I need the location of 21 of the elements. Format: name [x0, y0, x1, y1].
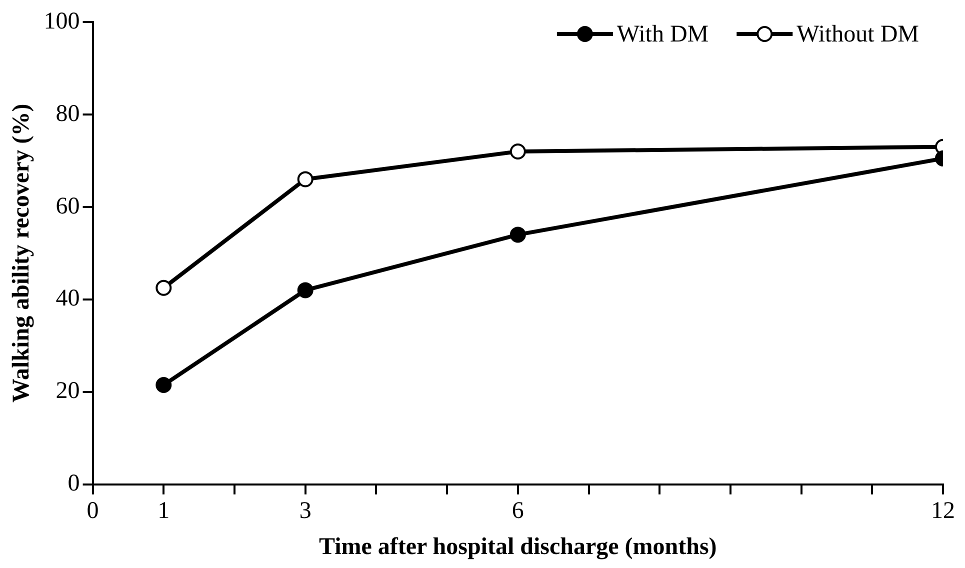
x-tick-label: 0: [86, 498, 99, 524]
point: [510, 226, 526, 243]
point: [156, 280, 172, 296]
point: [297, 171, 314, 188]
point: [297, 282, 314, 298]
y-axis-title: Walking ability recovery (%): [8, 104, 35, 403]
y-tick-label: 40: [56, 286, 80, 312]
y-tick-label: 20: [56, 378, 80, 404]
x-tick-label: 6: [512, 498, 524, 524]
x-tick-label: 3: [299, 498, 312, 524]
y-tick-label: 100: [44, 8, 80, 34]
legend-label: Without DM: [796, 21, 920, 48]
y-tick-label: 60: [56, 193, 80, 220]
point: [510, 143, 526, 160]
x-tick-label: 1: [158, 498, 170, 524]
legend-label: With DM: [616, 21, 709, 48]
y-tick-label: 0: [68, 470, 80, 497]
x-tick-label: 12: [931, 498, 955, 524]
x-axis-title: Time after hospital discharge (months): [319, 534, 717, 560]
y-tick-label: 80: [56, 100, 80, 127]
point: [156, 376, 172, 393]
